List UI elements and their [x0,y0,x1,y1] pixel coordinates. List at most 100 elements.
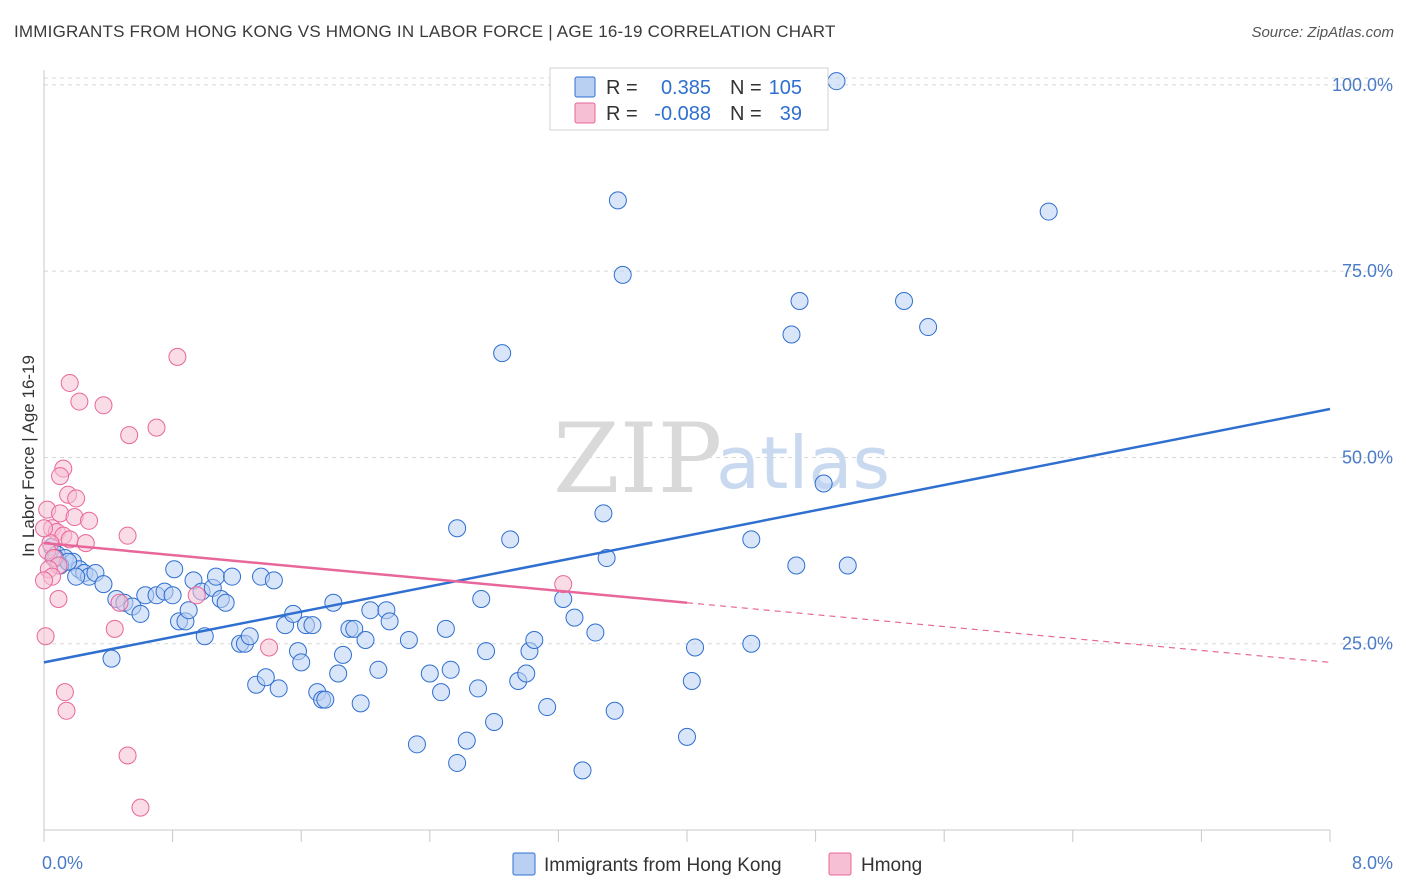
series-immigrants-hong-kong [43,72,1058,780]
point-hong-kong [432,683,451,702]
point-hong-kong [380,612,399,631]
point-hong-kong [517,664,536,683]
point-hong-kong [501,530,520,549]
point-hmong [35,571,53,590]
point-hmong [120,426,139,445]
legend-n-label: N = [730,77,762,99]
point-hmong [76,534,95,553]
point-hong-kong [472,590,491,609]
point-hmong [67,489,86,508]
point-hong-kong [407,735,426,754]
point-hong-kong [399,631,418,649]
chart-title: IMMIGRANTS FROM HONG KONG VS HMONG IN LA… [14,22,836,41]
legend-swatch-blue [574,76,596,98]
point-hmong [60,373,79,392]
point-hong-kong [682,671,701,690]
point-hong-kong [457,731,476,750]
point-hong-kong [292,653,311,672]
legend-n-value: 39 [780,103,802,125]
legend-swatch-pink [574,102,596,124]
legend-r-value: 0.385 [661,77,711,99]
point-hong-kong [477,642,496,661]
point-hong-kong [605,701,624,720]
trendline-hmong [43,541,688,604]
point-hmong [49,590,68,609]
point-hong-kong [827,72,846,91]
trendlines [43,407,1331,664]
axes [43,70,1331,842]
point-hong-kong [420,664,439,683]
y-axis-label: In Labor Force | Age 16-19 [19,355,38,557]
point-hong-kong [223,567,242,586]
point-hong-kong [131,604,150,623]
point-hong-kong [216,593,235,612]
point-hong-kong [594,504,613,523]
point-hong-kong [436,619,455,638]
point-hong-kong [324,593,343,612]
point-hong-kong [573,761,592,780]
point-hong-kong [94,575,113,594]
point-hong-kong [361,601,380,620]
legend-r-value: -0.088 [654,103,711,125]
point-hong-kong [264,571,283,590]
point-hong-kong [485,712,504,731]
y-tick-label: 75.0% [1342,261,1393,281]
trendline-hmong-extension [686,602,1331,663]
point-hong-kong [790,291,809,310]
gridlines [44,77,1390,645]
point-hmong [57,701,76,720]
legend-swatch-hong-kong [512,852,536,876]
x-tick-label: 0.0% [42,853,83,873]
point-hong-kong [256,668,275,687]
series-hmong [35,347,573,817]
watermark: ZIP atlas [553,403,890,515]
point-hong-kong [895,291,914,310]
point-hong-kong [613,265,632,284]
point-hong-kong [525,631,544,649]
point-hmong [51,467,70,486]
watermark-atlas: atlas [716,421,890,505]
point-hong-kong [165,560,184,579]
point-hong-kong [838,556,857,575]
point-hong-kong [565,608,584,627]
point-hong-kong [1039,202,1058,221]
point-hong-kong [742,530,761,549]
point-hong-kong [608,191,627,210]
point-hmong [118,526,137,545]
point-hong-kong [329,664,348,683]
point-hong-kong [586,623,605,642]
watermark-zip: ZIP [553,403,722,515]
point-hong-kong [469,679,488,698]
point-hmong [80,511,99,530]
point-hong-kong [678,727,696,746]
point-hong-kong [303,616,322,635]
legend-n-label: N = [730,103,762,125]
point-hong-kong [814,474,833,493]
point-hong-kong [448,753,467,772]
y-tick-label: 50.0% [1342,447,1393,467]
point-hmong [118,746,137,765]
legend-n-value: 105 [769,77,802,99]
point-hong-kong [102,649,121,668]
x-tick-label: 8.0% [1352,853,1393,873]
point-hong-kong [207,567,226,586]
point-hong-kong [448,519,467,538]
point-hong-kong [333,645,352,664]
point-hong-kong [742,634,761,653]
point-hong-kong [787,556,806,575]
point-hmong [260,638,279,657]
point-hong-kong [369,660,388,679]
point-hmong [168,347,187,366]
trendline-hong-kong [43,407,1331,664]
point-hmong [94,396,113,415]
point-hmong [35,519,53,538]
point-hong-kong [356,631,375,649]
point-hong-kong [240,627,259,646]
point-hong-kong [686,638,705,657]
point-hong-kong [782,325,801,344]
point-hmong [554,575,573,594]
point-hong-kong [441,660,460,679]
point-hmong [147,418,166,437]
point-hong-kong [345,619,364,638]
